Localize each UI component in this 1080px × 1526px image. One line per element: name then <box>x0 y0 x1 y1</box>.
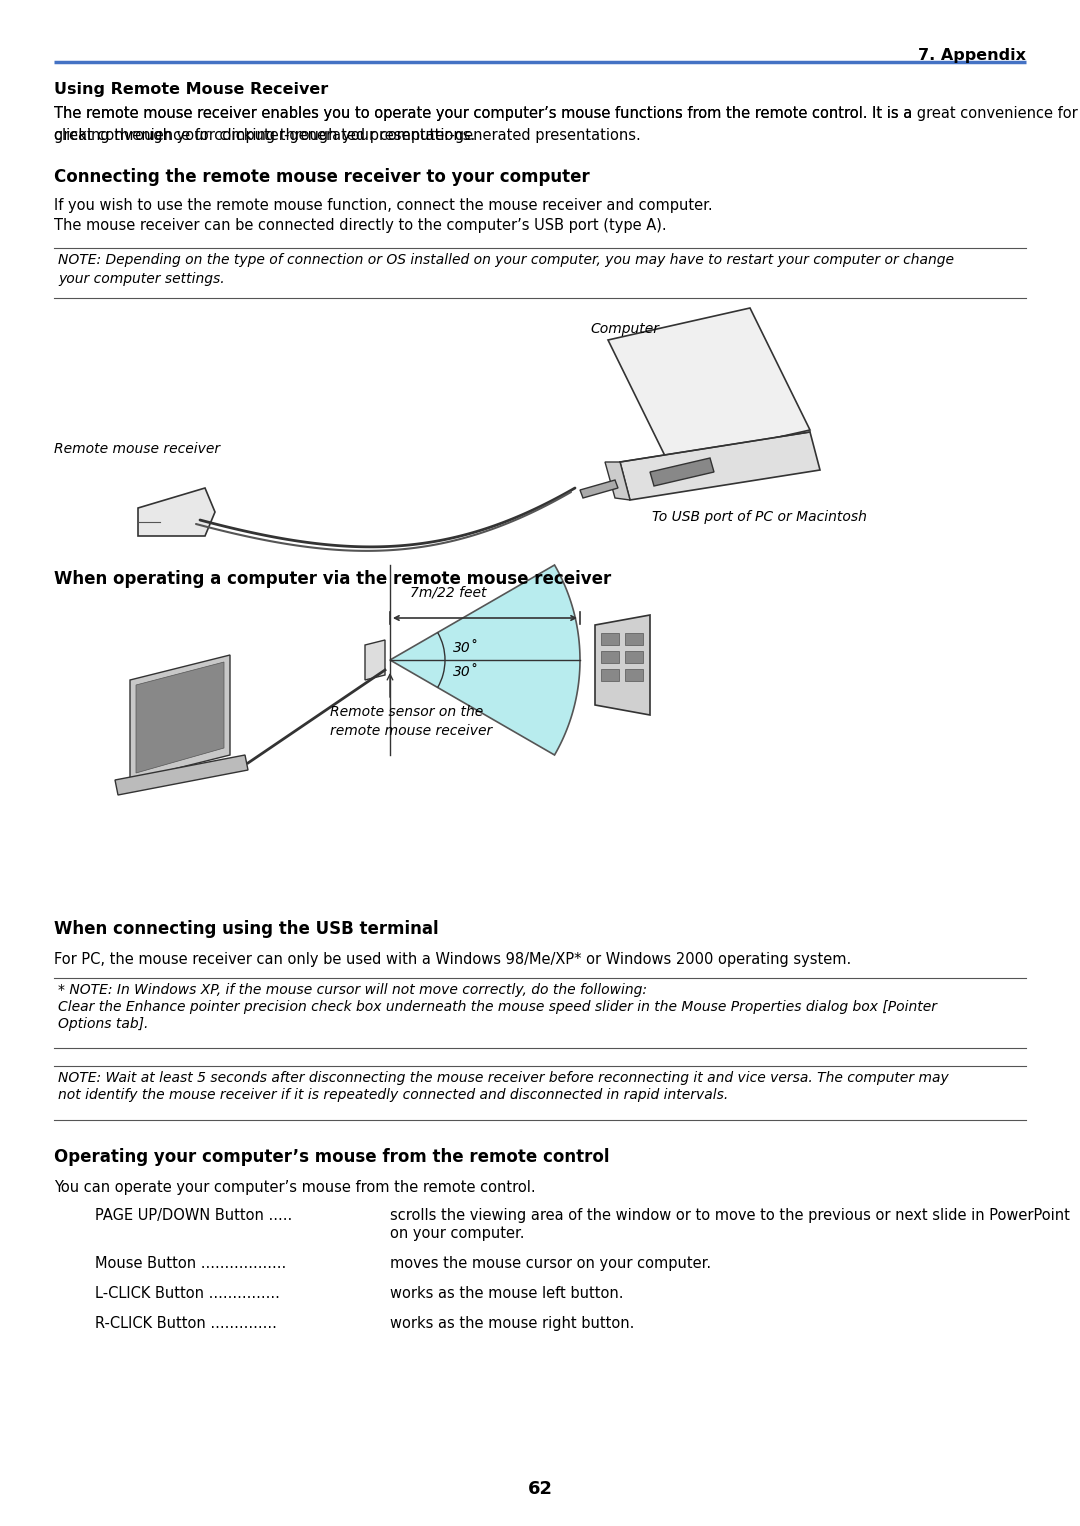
Polygon shape <box>595 615 650 716</box>
Bar <box>625 668 643 681</box>
Polygon shape <box>365 639 384 681</box>
Text: When connecting using the USB terminal: When connecting using the USB terminal <box>54 920 438 938</box>
Text: moves the mouse cursor on your computer.: moves the mouse cursor on your computer. <box>390 1256 711 1271</box>
Text: The mouse receiver can be connected directly to the computer’s USB port (type A): The mouse receiver can be connected dire… <box>54 218 666 233</box>
Text: 62: 62 <box>527 1480 553 1499</box>
Text: Options tab].: Options tab]. <box>58 1016 148 1032</box>
Text: To USB port of PC or Macintosh: To USB port of PC or Macintosh <box>652 510 867 523</box>
Text: works as the mouse left button.: works as the mouse left button. <box>390 1286 623 1302</box>
Bar <box>600 668 619 681</box>
Text: not identify the mouse receiver if it is repeatedly connected and disconnected i: not identify the mouse receiver if it is… <box>58 1088 728 1102</box>
Text: * NOTE: In Windows XP, if the mouse cursor will not move correctly, do the follo: * NOTE: In Windows XP, if the mouse curs… <box>58 983 647 996</box>
Text: NOTE: Depending on the type of connection or OS installed on your computer, you : NOTE: Depending on the type of connectio… <box>58 253 954 267</box>
Text: works as the mouse right button.: works as the mouse right button. <box>390 1315 634 1331</box>
Text: Remote sensor on the: Remote sensor on the <box>330 705 483 719</box>
Bar <box>600 633 619 645</box>
Text: L-CLICK Button ...............: L-CLICK Button ............... <box>95 1286 280 1302</box>
Polygon shape <box>136 662 224 774</box>
Text: 30˚: 30˚ <box>453 665 477 679</box>
Polygon shape <box>605 462 630 501</box>
Polygon shape <box>620 432 820 501</box>
Polygon shape <box>650 458 714 485</box>
Polygon shape <box>130 655 230 780</box>
Bar <box>625 652 643 662</box>
Text: The remote mouse receiver enables you to operate your computer’s mouse functions: The remote mouse receiver enables you to… <box>54 105 913 142</box>
Polygon shape <box>580 481 618 497</box>
Text: When operating a computer via the remote mouse receiver: When operating a computer via the remote… <box>54 571 611 588</box>
Text: 30˚: 30˚ <box>453 641 477 655</box>
Text: The remote mouse receiver enables you to operate your computer’s mouse functions: The remote mouse receiver enables you to… <box>54 105 1078 142</box>
Text: Remote mouse receiver: Remote mouse receiver <box>54 443 220 456</box>
Polygon shape <box>138 488 215 536</box>
Text: Clear the Enhance pointer precision check box underneath the mouse speed slider : Clear the Enhance pointer precision chec… <box>58 1000 937 1013</box>
Bar <box>600 652 619 662</box>
Text: PAGE UP/DOWN Button .....: PAGE UP/DOWN Button ..... <box>95 1209 293 1222</box>
Text: You can operate your computer’s mouse from the remote control.: You can operate your computer’s mouse fr… <box>54 1180 536 1195</box>
Text: remote mouse receiver: remote mouse receiver <box>330 723 492 739</box>
Text: R-CLICK Button ..............: R-CLICK Button .............. <box>95 1315 276 1331</box>
Text: Connecting the remote mouse receiver to your computer: Connecting the remote mouse receiver to … <box>54 168 590 186</box>
Text: Using Remote Mouse Receiver: Using Remote Mouse Receiver <box>54 82 328 98</box>
Polygon shape <box>390 565 580 755</box>
Text: your computer settings.: your computer settings. <box>58 272 225 285</box>
Text: Mouse Button ..................: Mouse Button .................. <box>95 1256 286 1271</box>
Text: on your computer.: on your computer. <box>390 1225 525 1241</box>
Text: 7. Appendix: 7. Appendix <box>918 47 1026 63</box>
Text: For PC, the mouse receiver can only be used with a Windows 98/Me/XP* or Windows : For PC, the mouse receiver can only be u… <box>54 952 851 967</box>
Text: 7m/22 feet: 7m/22 feet <box>410 586 486 600</box>
Text: NOTE: Wait at least 5 seconds after disconnecting the mouse receiver before reco: NOTE: Wait at least 5 seconds after disc… <box>58 1071 948 1085</box>
Polygon shape <box>114 755 248 795</box>
Text: scrolls the viewing area of the window or to move to the previous or next slide : scrolls the viewing area of the window o… <box>390 1209 1070 1222</box>
Text: Operating your computer’s mouse from the remote control: Operating your computer’s mouse from the… <box>54 1148 609 1166</box>
Text: Computer: Computer <box>590 322 659 336</box>
Bar <box>625 633 643 645</box>
Polygon shape <box>608 308 810 462</box>
Text: If you wish to use the remote mouse function, connect the mouse receiver and com: If you wish to use the remote mouse func… <box>54 198 713 214</box>
